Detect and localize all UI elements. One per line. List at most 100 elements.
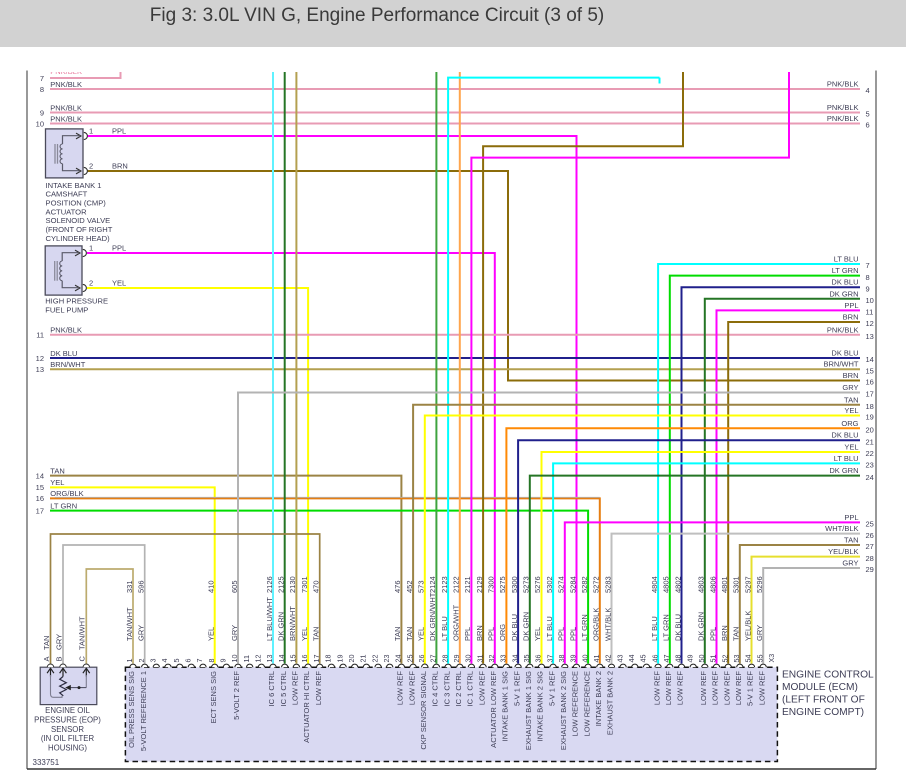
svg-text:4803: 4803 (697, 576, 706, 593)
svg-text:YEL/BLK: YEL/BLK (828, 547, 858, 556)
svg-text:LOW REF: LOW REF (407, 671, 416, 706)
svg-text:5283: 5283 (603, 576, 612, 593)
svg-text:IC 5 CTRL: IC 5 CTRL (279, 671, 288, 706)
svg-text:6: 6 (866, 121, 870, 130)
svg-text:DK GRN: DK GRN (697, 612, 706, 641)
svg-text:IC 1 CTRL: IC 1 CTRL (466, 671, 475, 706)
svg-text:POSITION (CMP): POSITION (CMP) (46, 199, 107, 208)
svg-text:14: 14 (277, 655, 286, 663)
svg-text:YEL: YEL (207, 627, 216, 641)
svg-text:Fig 3: 3.0L VIN G, Engine Perf: Fig 3: 3.0L VIN G, Engine Performance Ci… (150, 5, 604, 26)
svg-text:7300: 7300 (487, 576, 496, 593)
svg-text:PNK/BLK: PNK/BLK (50, 326, 82, 335)
svg-text:DK BLU: DK BLU (831, 431, 858, 440)
svg-text:ORG/BLK: ORG/BLK (592, 608, 601, 641)
svg-text:6: 6 (184, 659, 193, 663)
svg-text:5302: 5302 (545, 576, 554, 593)
svg-text:TAN/WHT: TAN/WHT (78, 616, 87, 650)
svg-text:LOW REF: LOW REF (734, 671, 743, 706)
svg-text:LOW REF: LOW REF (314, 671, 323, 706)
svg-text:EXHAUST BANK 1 SIG: EXHAUST BANK 1 SIG (524, 671, 533, 750)
svg-text:17: 17 (866, 390, 874, 399)
svg-text:16: 16 (866, 378, 874, 387)
svg-text:50: 50 (697, 655, 706, 663)
svg-text:GRY: GRY (842, 383, 858, 392)
svg-text:27: 27 (429, 655, 438, 663)
svg-text:YEL: YEL (844, 443, 858, 452)
svg-text:DK GRN: DK GRN (277, 612, 286, 641)
svg-text:46: 46 (650, 655, 659, 663)
svg-text:15: 15 (289, 655, 298, 663)
svg-text:1: 1 (89, 127, 93, 136)
svg-text:24: 24 (866, 473, 874, 482)
svg-text:5297: 5297 (743, 576, 752, 593)
svg-text:YEL: YEL (112, 279, 126, 288)
svg-text:LOW REF: LOW REF (722, 671, 731, 706)
svg-text:4: 4 (866, 86, 870, 95)
svg-text:DK GRN/WHT: DK GRN/WHT (428, 592, 437, 641)
svg-text:410: 410 (207, 580, 216, 593)
svg-text:LT BLU: LT BLU (440, 616, 449, 641)
svg-text:17: 17 (312, 655, 321, 663)
svg-text:LT BLU: LT BLU (834, 255, 859, 264)
svg-text:21: 21 (359, 655, 368, 663)
svg-text:20: 20 (347, 655, 356, 663)
svg-text:PNK/BLK: PNK/BLK (827, 80, 859, 89)
svg-text:PNK/BLK: PNK/BLK (827, 325, 859, 334)
svg-text:CAMSHAFT: CAMSHAFT (46, 190, 88, 199)
svg-text:(IN OIL FILTER: (IN OIL FILTER (41, 734, 95, 743)
svg-text:PRESSURE (EOP): PRESSURE (EOP) (34, 715, 101, 724)
svg-text:26: 26 (417, 655, 426, 663)
svg-text:3: 3 (149, 659, 158, 663)
svg-text:DK GRN: DK GRN (829, 466, 858, 475)
svg-text:PPL: PPL (463, 627, 472, 641)
svg-text:11: 11 (242, 655, 251, 662)
svg-text:573: 573 (417, 580, 426, 593)
svg-text:ENGINE OIL: ENGINE OIL (45, 706, 90, 715)
svg-text:PPL: PPL (112, 127, 126, 136)
svg-text:PPL: PPL (844, 301, 858, 310)
svg-text:43: 43 (615, 655, 624, 663)
svg-text:10: 10 (36, 119, 44, 128)
svg-text:IC 3 CTRL: IC 3 CTRL (442, 671, 451, 706)
svg-text:5276: 5276 (533, 576, 542, 593)
svg-text:5275: 5275 (498, 576, 507, 593)
svg-text:LT BLU: LT BLU (834, 454, 859, 463)
svg-text:LOW REF: LOW REF (757, 671, 766, 706)
svg-text:2122: 2122 (452, 576, 461, 593)
svg-text:9: 9 (866, 284, 870, 293)
svg-text:TAN: TAN (42, 636, 51, 650)
svg-text:23: 23 (382, 655, 391, 663)
svg-text:18: 18 (324, 655, 333, 663)
svg-text:37: 37 (545, 655, 554, 663)
svg-text:19: 19 (866, 413, 874, 422)
svg-text:5: 5 (866, 110, 870, 119)
svg-text:SENSOR: SENSOR (51, 725, 84, 734)
svg-text:51: 51 (709, 655, 718, 663)
svg-text:ORG/WHT: ORG/WHT (452, 604, 461, 641)
svg-text:INTAKE BANK 1: INTAKE BANK 1 (46, 181, 102, 190)
svg-text:39: 39 (569, 655, 578, 663)
svg-text:YEL: YEL (300, 627, 309, 641)
svg-text:(LEFT FRONT OF: (LEFT FRONT OF (782, 694, 865, 705)
svg-text:TAN: TAN (732, 627, 741, 641)
svg-text:23: 23 (866, 461, 874, 470)
svg-text:A: A (42, 656, 51, 661)
svg-text:18: 18 (866, 402, 874, 411)
svg-text:2123: 2123 (440, 576, 449, 593)
svg-text:YEL: YEL (50, 478, 64, 487)
svg-text:35: 35 (522, 655, 531, 663)
svg-text:5-V 1 REF: 5-V 1 REF (512, 671, 521, 706)
svg-text:PNK/BLK: PNK/BLK (50, 103, 82, 112)
svg-text:2125: 2125 (277, 576, 286, 593)
svg-text:596: 596 (137, 580, 146, 593)
svg-text:ENGINE CONTROL: ENGINE CONTROL (782, 669, 874, 680)
svg-text:LT GRN: LT GRN (580, 614, 589, 641)
svg-text:2126: 2126 (265, 576, 274, 593)
svg-text:ACTUATOR HI CTRL: ACTUATOR HI CTRL (302, 671, 311, 743)
svg-text:PPL: PPL (844, 513, 858, 522)
svg-text:8: 8 (207, 659, 216, 663)
svg-text:LT BLU: LT BLU (545, 616, 554, 641)
svg-text:LOW REF: LOW REF (652, 671, 661, 706)
svg-text:ORG: ORG (841, 419, 858, 428)
